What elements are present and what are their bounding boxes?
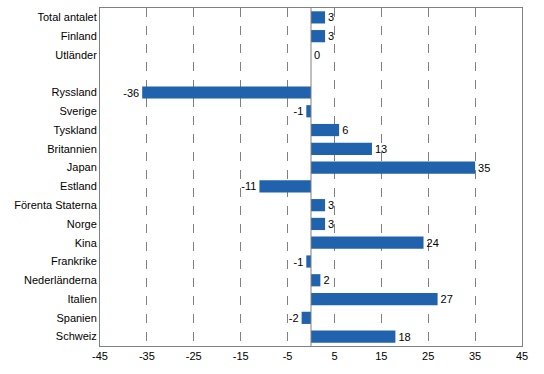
svg-text:-5: -5 (283, 350, 293, 362)
svg-text:35: 35 (478, 162, 490, 174)
svg-text:45: 45 (516, 350, 528, 362)
svg-text:15: 15 (375, 350, 387, 362)
svg-text:Finland: Finland (61, 30, 97, 42)
svg-text:35: 35 (469, 350, 481, 362)
svg-text:3: 3 (328, 30, 334, 42)
svg-text:0: 0 (314, 49, 320, 61)
svg-text:25: 25 (422, 350, 434, 362)
svg-text:13: 13 (375, 143, 387, 155)
svg-text:Japan: Japan (67, 161, 97, 173)
svg-text:-1: -1 (294, 105, 304, 117)
svg-text:Spanien: Spanien (56, 312, 96, 324)
svg-text:-35: -35 (139, 350, 155, 362)
svg-text:27: 27 (441, 293, 453, 305)
svg-text:Tyskland: Tyskland (53, 124, 96, 136)
svg-text:3: 3 (328, 218, 334, 230)
svg-text:-15: -15 (233, 350, 249, 362)
svg-text:Britannien: Britannien (47, 143, 97, 155)
svg-text:-2: -2 (289, 312, 299, 324)
svg-text:Schweiz: Schweiz (56, 330, 97, 342)
svg-text:5: 5 (331, 350, 337, 362)
svg-text:24: 24 (427, 237, 439, 249)
svg-text:-11: -11 (241, 180, 256, 192)
svg-text:-45: -45 (92, 350, 108, 362)
svg-text:3: 3 (328, 11, 334, 23)
svg-text:6: 6 (342, 124, 348, 136)
svg-text:Nederländerna: Nederländerna (24, 274, 98, 286)
svg-text:3: 3 (328, 199, 334, 211)
svg-text:Estland: Estland (60, 180, 97, 192)
svg-text:Frankrike: Frankrike (51, 255, 97, 267)
svg-text:Italien: Italien (67, 293, 96, 305)
svg-text:Utländer: Utländer (55, 49, 97, 61)
svg-text:Norge: Norge (67, 218, 97, 230)
svg-text:Förenta Staterna: Förenta Staterna (14, 199, 97, 211)
svg-text:Kina: Kina (75, 237, 98, 249)
svg-text:18: 18 (398, 331, 410, 343)
svg-text:Sverige: Sverige (60, 105, 97, 117)
svg-text:-36: -36 (123, 87, 139, 99)
svg-text:Total antalet: Total antalet (37, 11, 96, 23)
svg-text:-25: -25 (186, 350, 202, 362)
svg-text:Ryssland: Ryssland (52, 86, 97, 98)
svg-text:2: 2 (323, 274, 329, 286)
svg-text:-1: -1 (294, 256, 304, 268)
